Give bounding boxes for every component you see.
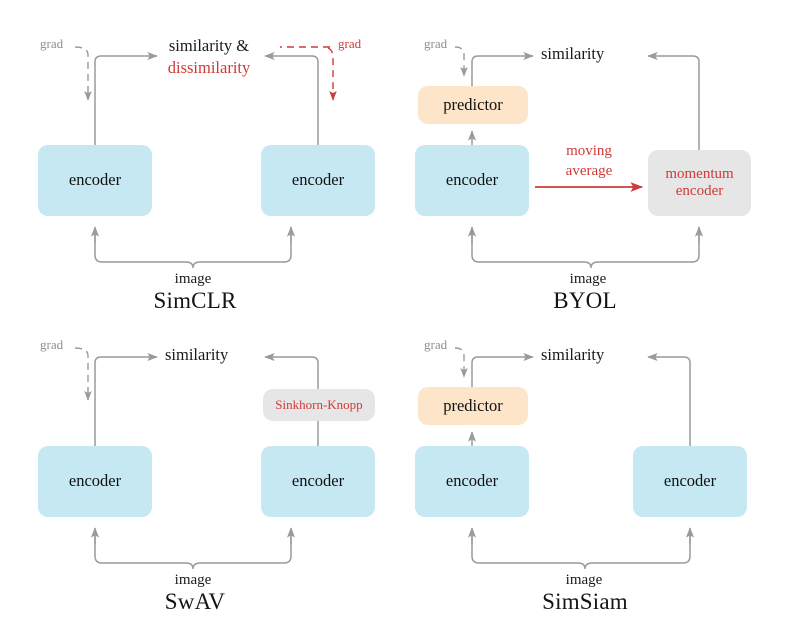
simclr-grad-right-label: grad — [338, 36, 362, 51]
swav-encoder-right-label: encoder — [291, 471, 345, 491]
simclr-objective-line2: dissimilarity — [167, 58, 251, 77]
simclr-objective-line1: similarity & — [168, 36, 250, 55]
swav-connectors — [74, 347, 319, 570]
simsiam-encoder-right[interactable]: encoder — [633, 446, 747, 517]
byol-momentum-line1: momentum — [665, 166, 734, 183]
simsiam-connectors — [454, 347, 695, 570]
byol-image-label: image — [569, 271, 607, 287]
byol-connectors — [454, 46, 704, 269]
simclr-encoder-right-label: encoder — [291, 170, 345, 190]
swav-objective-label: similarity — [165, 345, 229, 364]
byol-panel-title: BYOL — [553, 288, 617, 313]
swav-encoder-left-label: encoder — [68, 471, 122, 491]
byol-momentum-line2: encoder — [675, 183, 724, 199]
simsiam-predictor[interactable]: predictor — [418, 387, 528, 425]
byol-encoder[interactable]: encoder — [415, 145, 529, 216]
simclr-encoder-left[interactable]: encoder — [38, 145, 152, 216]
byol-objective-label: similarity — [541, 44, 605, 63]
byol-moving-line2: average — [565, 163, 613, 179]
byol-encoder-label: encoder — [445, 170, 499, 190]
simclr-grad-left-label: grad — [40, 36, 64, 51]
simsiam-encoder-left[interactable]: encoder — [415, 446, 529, 517]
simsiam-panel-title: SimSiam — [542, 589, 628, 614]
swav-panel-title: SwAV — [164, 589, 226, 614]
swav-image-label: image — [174, 572, 212, 588]
simsiam-objective-label: similarity — [541, 345, 605, 364]
simclr-encoder-right[interactable]: encoder — [261, 145, 375, 216]
swav-sinkhorn-knopp[interactable]: Sinkhorn-Knopp — [263, 389, 375, 421]
swav-encoder-right[interactable]: encoder — [261, 446, 375, 517]
swav-sinkhorn-label: Sinkhorn-Knopp — [275, 396, 363, 412]
simsiam-encoder-left-label: encoder — [445, 471, 499, 491]
simsiam-predictor-label: predictor — [443, 395, 503, 415]
simsiam-encoder-right-label: encoder — [663, 471, 717, 491]
swav-encoder-left[interactable]: encoder — [38, 446, 152, 517]
simsiam-image-label: image — [565, 572, 603, 588]
byol-predictor-label: predictor — [443, 94, 503, 114]
byol-moving-line1: moving — [566, 143, 612, 159]
byol-momentum-encoder[interactable]: momentum encoder — [648, 150, 751, 216]
simclr-image-label: image — [174, 271, 212, 287]
simclr-encoder-left-label: encoder — [68, 170, 122, 190]
byol-predictor[interactable]: predictor — [418, 86, 528, 124]
simsiam-grad-label: grad — [424, 337, 448, 352]
simclr-connectors — [74, 46, 337, 269]
simclr-panel-title: SimCLR — [153, 288, 237, 313]
byol-grad-label: grad — [424, 36, 448, 51]
swav-grad-label: grad — [40, 337, 64, 352]
